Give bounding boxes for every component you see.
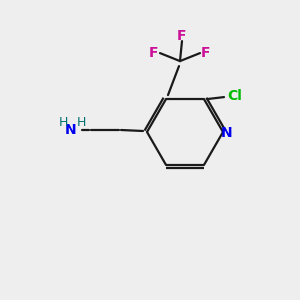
Text: N: N xyxy=(221,126,233,140)
Text: Cl: Cl xyxy=(228,89,242,103)
Text: N: N xyxy=(65,123,77,137)
Text: F: F xyxy=(149,46,159,60)
Text: H: H xyxy=(58,116,68,130)
Text: F: F xyxy=(177,29,187,43)
Text: F: F xyxy=(201,46,211,60)
Text: H: H xyxy=(76,116,86,130)
